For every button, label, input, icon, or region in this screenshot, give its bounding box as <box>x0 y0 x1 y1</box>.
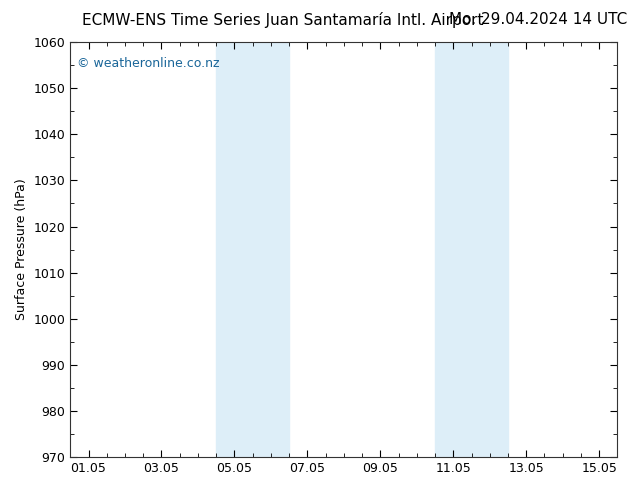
Bar <box>253 42 289 457</box>
Bar <box>472 42 508 457</box>
Text: ECMW-ENS Time Series Juan Santamaría Intl. Airport: ECMW-ENS Time Series Juan Santamaría Int… <box>82 12 484 28</box>
Text: © weatheronline.co.nz: © weatheronline.co.nz <box>77 56 219 70</box>
Bar <box>435 42 472 457</box>
Bar <box>216 42 253 457</box>
Text: Mo. 29.04.2024 14 UTC: Mo. 29.04.2024 14 UTC <box>450 12 628 27</box>
Y-axis label: Surface Pressure (hPa): Surface Pressure (hPa) <box>15 179 28 320</box>
